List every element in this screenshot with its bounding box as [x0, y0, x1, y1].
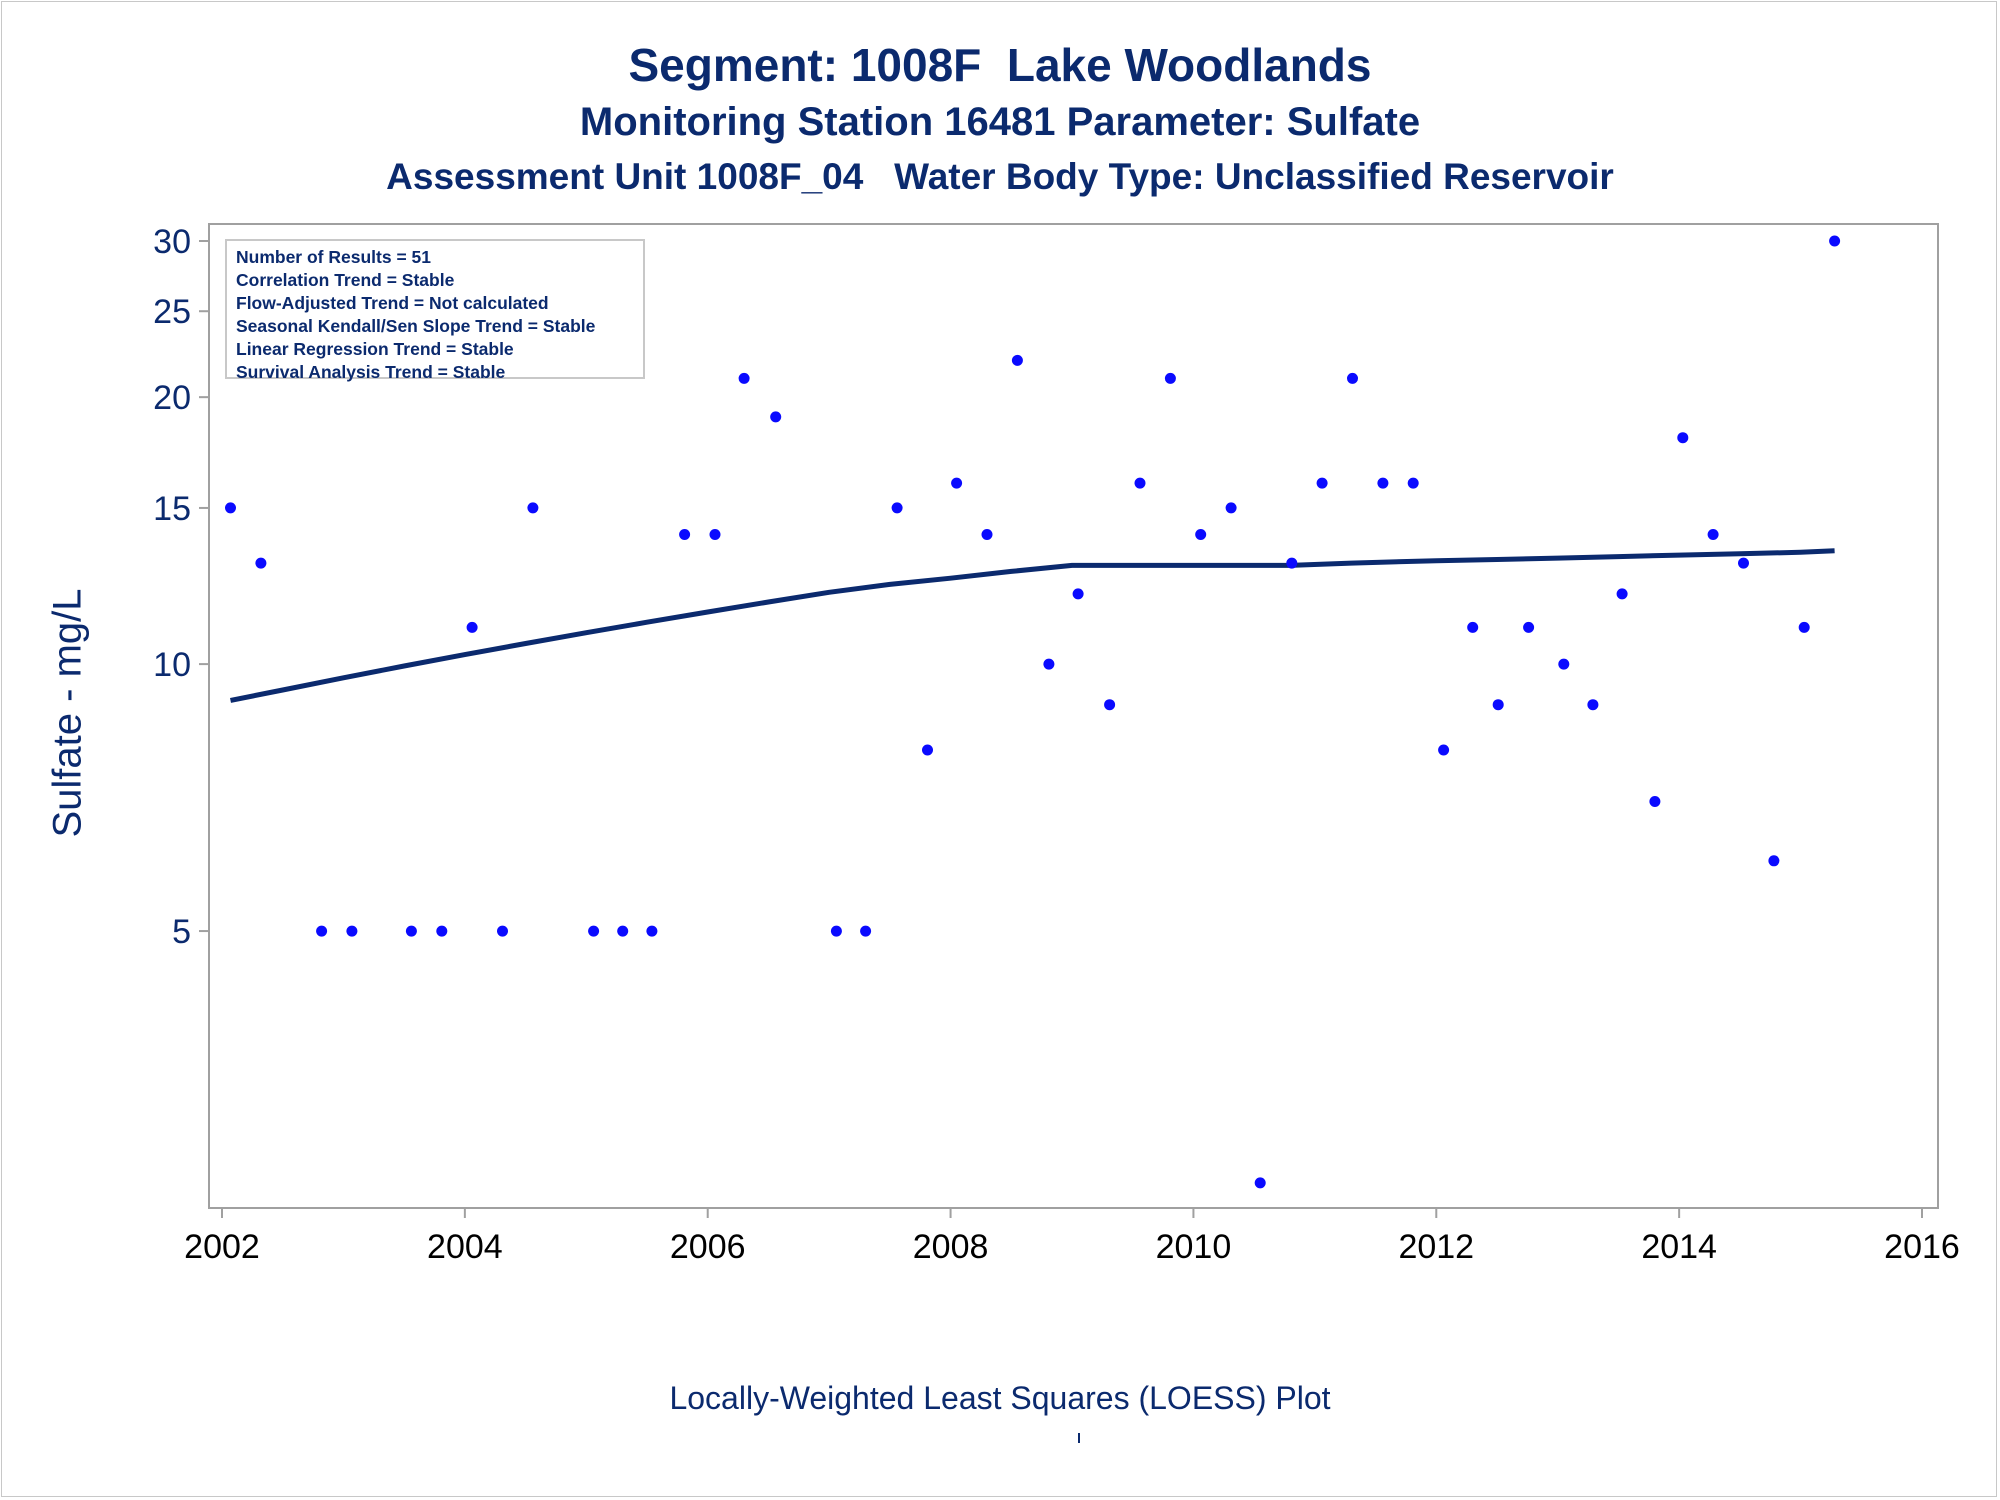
y-tick-label: 15 [153, 490, 191, 528]
axes: 2002 2004 2006 2008 2010 2012 2014 2016 5 10 15 20 2… [153, 223, 1960, 1266]
data-point [1164, 372, 1176, 384]
trend-summary-box: Number of Results = 51 Correlation Trend… [225, 239, 645, 382]
data-point [1286, 557, 1298, 569]
data-point [1649, 796, 1661, 807]
loess-curve [230, 548, 1835, 703]
data-point [1195, 529, 1207, 540]
data-point [770, 411, 782, 423]
data-point [1254, 1177, 1266, 1189]
x-tick-label: 2014 [1641, 1228, 1717, 1266]
loess-curve-group [230, 548, 1835, 703]
data-point [1587, 699, 1599, 711]
legend-line-correlation: Correlation Trend = Stable [236, 270, 455, 290]
data-point [1043, 658, 1055, 670]
plot-footnote: Locally-Weighted Least Squares (LOESS) P… [669, 1380, 1331, 1416]
chart-title: Segment: 1008F Lake Woodlands [628, 39, 1372, 91]
chart-subtitle-station: Monitoring Station 16481 Parameter: Sulf… [579, 100, 1421, 144]
y-tick-label: 25 [153, 293, 191, 331]
data-point [405, 925, 417, 937]
data-point [1316, 477, 1328, 489]
data-point [527, 502, 539, 514]
data-point [738, 372, 750, 384]
data-point [709, 529, 721, 540]
data-point [1738, 557, 1749, 569]
x-tick-label: 2002 [184, 1228, 260, 1266]
x-tick-label: 2012 [1398, 1228, 1474, 1266]
legend-line-flow-adjusted: Flow-Adjusted Trend = Not calculated [236, 293, 549, 313]
data-point [225, 502, 236, 514]
footnote-tick-mark [1078, 1433, 1080, 1443]
y-tick-label: 30 [153, 223, 191, 261]
data-point [679, 529, 691, 540]
data-point [1377, 477, 1389, 489]
data-point [891, 502, 903, 514]
legend-line-seasonal-kendall: Seasonal Kendall/Sen Slope Trend = Stabl… [236, 316, 596, 336]
y-tick-label: 20 [153, 379, 191, 417]
data-point [1558, 658, 1570, 670]
data-point [617, 925, 629, 937]
data-point [1072, 588, 1084, 600]
legend-line-results: Number of Results = 51 [236, 247, 431, 267]
y-tick-label: 5 [172, 913, 191, 951]
data-points-group [225, 235, 1841, 1189]
plot-area-border [208, 223, 1939, 1209]
data-point [1768, 855, 1780, 867]
data-point [922, 744, 933, 756]
data-point [255, 557, 267, 569]
x-tick-label: 2008 [913, 1228, 989, 1266]
x-tick-label: 2010 [1156, 1228, 1232, 1266]
data-point [830, 925, 842, 937]
data-point [316, 925, 328, 937]
x-tick-label: 2016 [1884, 1228, 1960, 1266]
y-tick-label: 10 [153, 646, 191, 684]
data-point [1677, 432, 1689, 444]
chart-subtitle-assessment: Assessment Unit 1008F_04 Water Body Type… [386, 156, 1614, 197]
legend-line-survival: Survival Analysis Trend = Stable [236, 362, 506, 382]
data-point [497, 925, 508, 937]
legend-line-linear-regression: Linear Regression Trend = Stable [236, 339, 514, 359]
data-point [1492, 699, 1504, 711]
data-point [1347, 372, 1358, 384]
data-point [1438, 744, 1450, 756]
data-point [1407, 477, 1419, 489]
data-point [346, 925, 358, 937]
data-point [588, 925, 600, 937]
data-point [951, 477, 963, 489]
data-point [860, 925, 872, 937]
data-point [436, 925, 448, 937]
data-point [1225, 502, 1237, 514]
data-point [466, 621, 478, 633]
data-point [1523, 621, 1535, 633]
data-point [1616, 588, 1628, 600]
data-point [1829, 235, 1841, 247]
x-tick-label: 2004 [427, 1228, 503, 1266]
data-point [1798, 621, 1810, 633]
data-point [981, 529, 993, 540]
data-point [1104, 699, 1116, 711]
data-point [1467, 621, 1479, 633]
data-point [1011, 354, 1023, 366]
data-point [646, 925, 658, 937]
x-tick-label: 2006 [670, 1228, 746, 1266]
data-point [1707, 529, 1719, 540]
data-point [1134, 477, 1146, 489]
